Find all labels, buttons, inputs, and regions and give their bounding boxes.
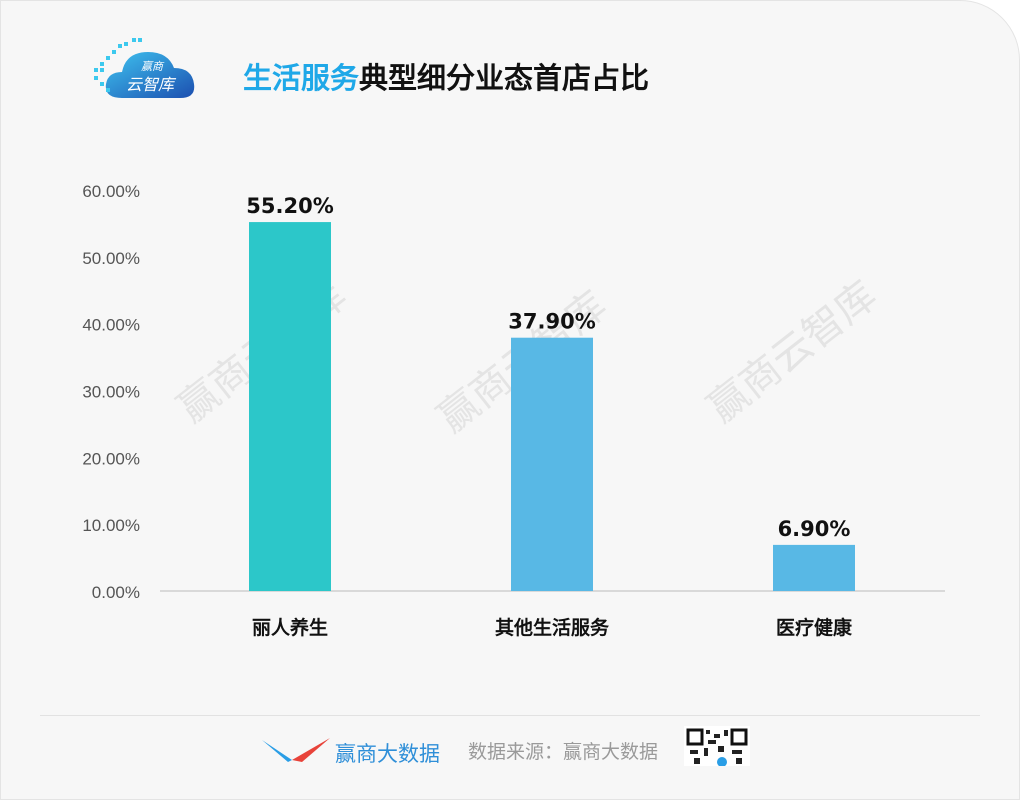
x-category-label: 其他生活服务 xyxy=(495,616,610,639)
y-tick-label: 20.00% xyxy=(82,449,140,468)
bar-3 xyxy=(773,544,855,591)
title-highlight: 生活服务 xyxy=(243,61,360,95)
svg-text:赢商: 赢商 xyxy=(141,60,165,73)
data-source: 数据来源：赢商大数据 xyxy=(468,741,659,763)
title-rest: 典型细分业态首店占比 xyxy=(359,61,650,95)
bar-1 xyxy=(249,222,331,591)
bar-chart: 0.00% 10.00% 20.00% 30.00% 40.00% 50.00% 60.00… xyxy=(82,182,945,639)
y-tick-label: 0.00% xyxy=(92,583,140,602)
y-tick-label: 30.00% xyxy=(82,383,140,402)
x-category-label: 医疗健康 xyxy=(776,616,853,639)
chart-title: 生活服务典型细分业态首店占比 xyxy=(243,55,649,97)
footer-divider xyxy=(40,715,980,716)
x-category-label: 丽人养生 xyxy=(252,616,328,639)
yingshang-cloud-logo: 赢商 云智库 xyxy=(94,38,195,98)
svg-text:云智库: 云智库 xyxy=(126,75,177,94)
data-label: 37.90% xyxy=(508,310,595,334)
bar-2 xyxy=(511,337,593,591)
footer-brand: 赢商大数据 xyxy=(335,742,440,766)
qr-code-icon xyxy=(684,726,750,766)
data-label: 6.90% xyxy=(778,517,851,541)
data-label: 55.20% xyxy=(246,194,333,218)
brand-logo-icon xyxy=(262,738,330,762)
y-tick-label: 50.00% xyxy=(82,249,140,268)
y-tick-label: 60.00% xyxy=(82,182,140,201)
y-tick-label: 40.00% xyxy=(82,316,140,335)
y-tick-label: 10.00% xyxy=(82,516,140,535)
